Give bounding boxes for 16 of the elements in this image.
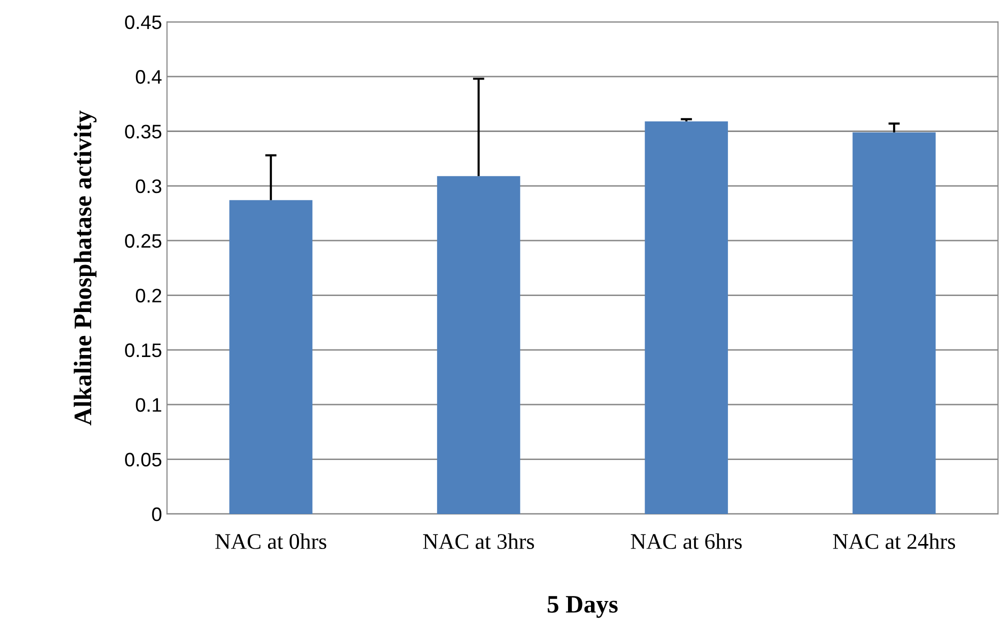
y-tick-label: 0.3 (136, 179, 162, 194)
y-tick-label: 0 (152, 507, 162, 522)
y-tick-label: 0.05 (125, 452, 162, 467)
x-tick-label: NAC at 3hrs (423, 533, 534, 550)
y-tick-label: 0.45 (125, 15, 162, 30)
x-tick-label: NAC at 24hrs (833, 533, 956, 550)
y-tick-label: 0.15 (125, 343, 162, 358)
y-tick-label: 0.2 (136, 288, 162, 302)
y-tick-label: 0.4 (136, 70, 162, 84)
y-tick-label: 0.25 (125, 234, 162, 248)
x-tick-label: NAC at 6hrs (630, 533, 742, 550)
y-axis-title: Alkaline Phosphatase activity (74, 110, 97, 426)
x-tick-label: NAC at 0hrs (215, 533, 326, 550)
x-axis-title: 5 Days (548, 596, 618, 618)
y-tick-label: 0.1 (136, 398, 162, 412)
y-tick-label: 0.35 (125, 124, 162, 138)
